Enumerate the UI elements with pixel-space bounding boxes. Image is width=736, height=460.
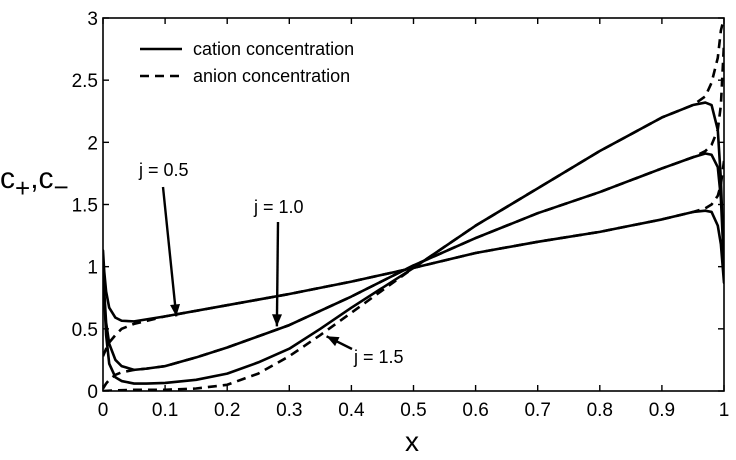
annotation-label: j = 0.5: [138, 160, 189, 180]
y-axis-label-separator: ,c: [30, 162, 53, 195]
x-tick-label: 0.7: [524, 400, 550, 421]
x-tick-label: 0.6: [462, 400, 488, 421]
x-tick-label: 0.9: [649, 400, 675, 421]
y-tick-label: 1.5: [72, 196, 98, 217]
annotation-label: j = 1.5: [353, 347, 404, 367]
series-line-4-dashed: [103, 42, 724, 390]
x-tick-label: 0.8: [587, 400, 613, 421]
y-axis-label-main: c: [0, 162, 15, 195]
series-line-2-dashed: [103, 160, 724, 357]
y-axis-label-sub-plus: +: [15, 173, 30, 203]
x-tick-label: 1: [719, 400, 730, 421]
y-tick-label: 0: [87, 382, 98, 403]
annotations: j = 0.5 j = 1.0 j = 1.5: [138, 160, 404, 367]
x-tick-label: 0.4: [338, 400, 365, 421]
legend: cation concentration anion concentration: [140, 39, 354, 86]
series-line-6-dashed: [103, 18, 724, 391]
y-axis-label-sub-minus: −: [54, 172, 69, 202]
x-axis-label: x: [405, 426, 419, 457]
x-tick-label: 0: [98, 400, 109, 421]
y-axis-label: c+,c−: [0, 162, 69, 203]
y-tick-label: 3: [87, 9, 98, 30]
y-tick-label: 2.5: [72, 71, 98, 92]
legend-label: anion concentration: [193, 66, 350, 86]
x-tick-label: 0.5: [400, 400, 426, 421]
legend-label: cation concentration: [193, 39, 354, 59]
x-tick-label: 0.3: [276, 400, 302, 421]
annotation-arrow-head: [272, 314, 283, 327]
y-tick-label: 2: [87, 133, 98, 154]
series-line-3-solid: [103, 152, 724, 372]
x-tick-label: 0.2: [214, 400, 240, 421]
y-tick-label: 1: [87, 258, 98, 279]
annotation-arrow-line: [161, 186, 178, 317]
series-line-5-solid: [103, 101, 724, 385]
x-tick-label: 0.1: [152, 400, 178, 421]
annotation-arrow-head: [170, 303, 181, 317]
annotation-arrow-head: [326, 336, 340, 347]
annotation-label: j = 1.0: [253, 197, 304, 217]
ticks-layer: 0 0.1 0.2 0.3 0.4 0.5 0.6 0.7 0.8 0.9 1 0 0.5 1 1.5 2 2.…: [72, 9, 730, 421]
annotation-arrow-line: [275, 221, 280, 327]
y-tick-label: 0.5: [72, 320, 98, 341]
series-layer: [103, 18, 724, 391]
